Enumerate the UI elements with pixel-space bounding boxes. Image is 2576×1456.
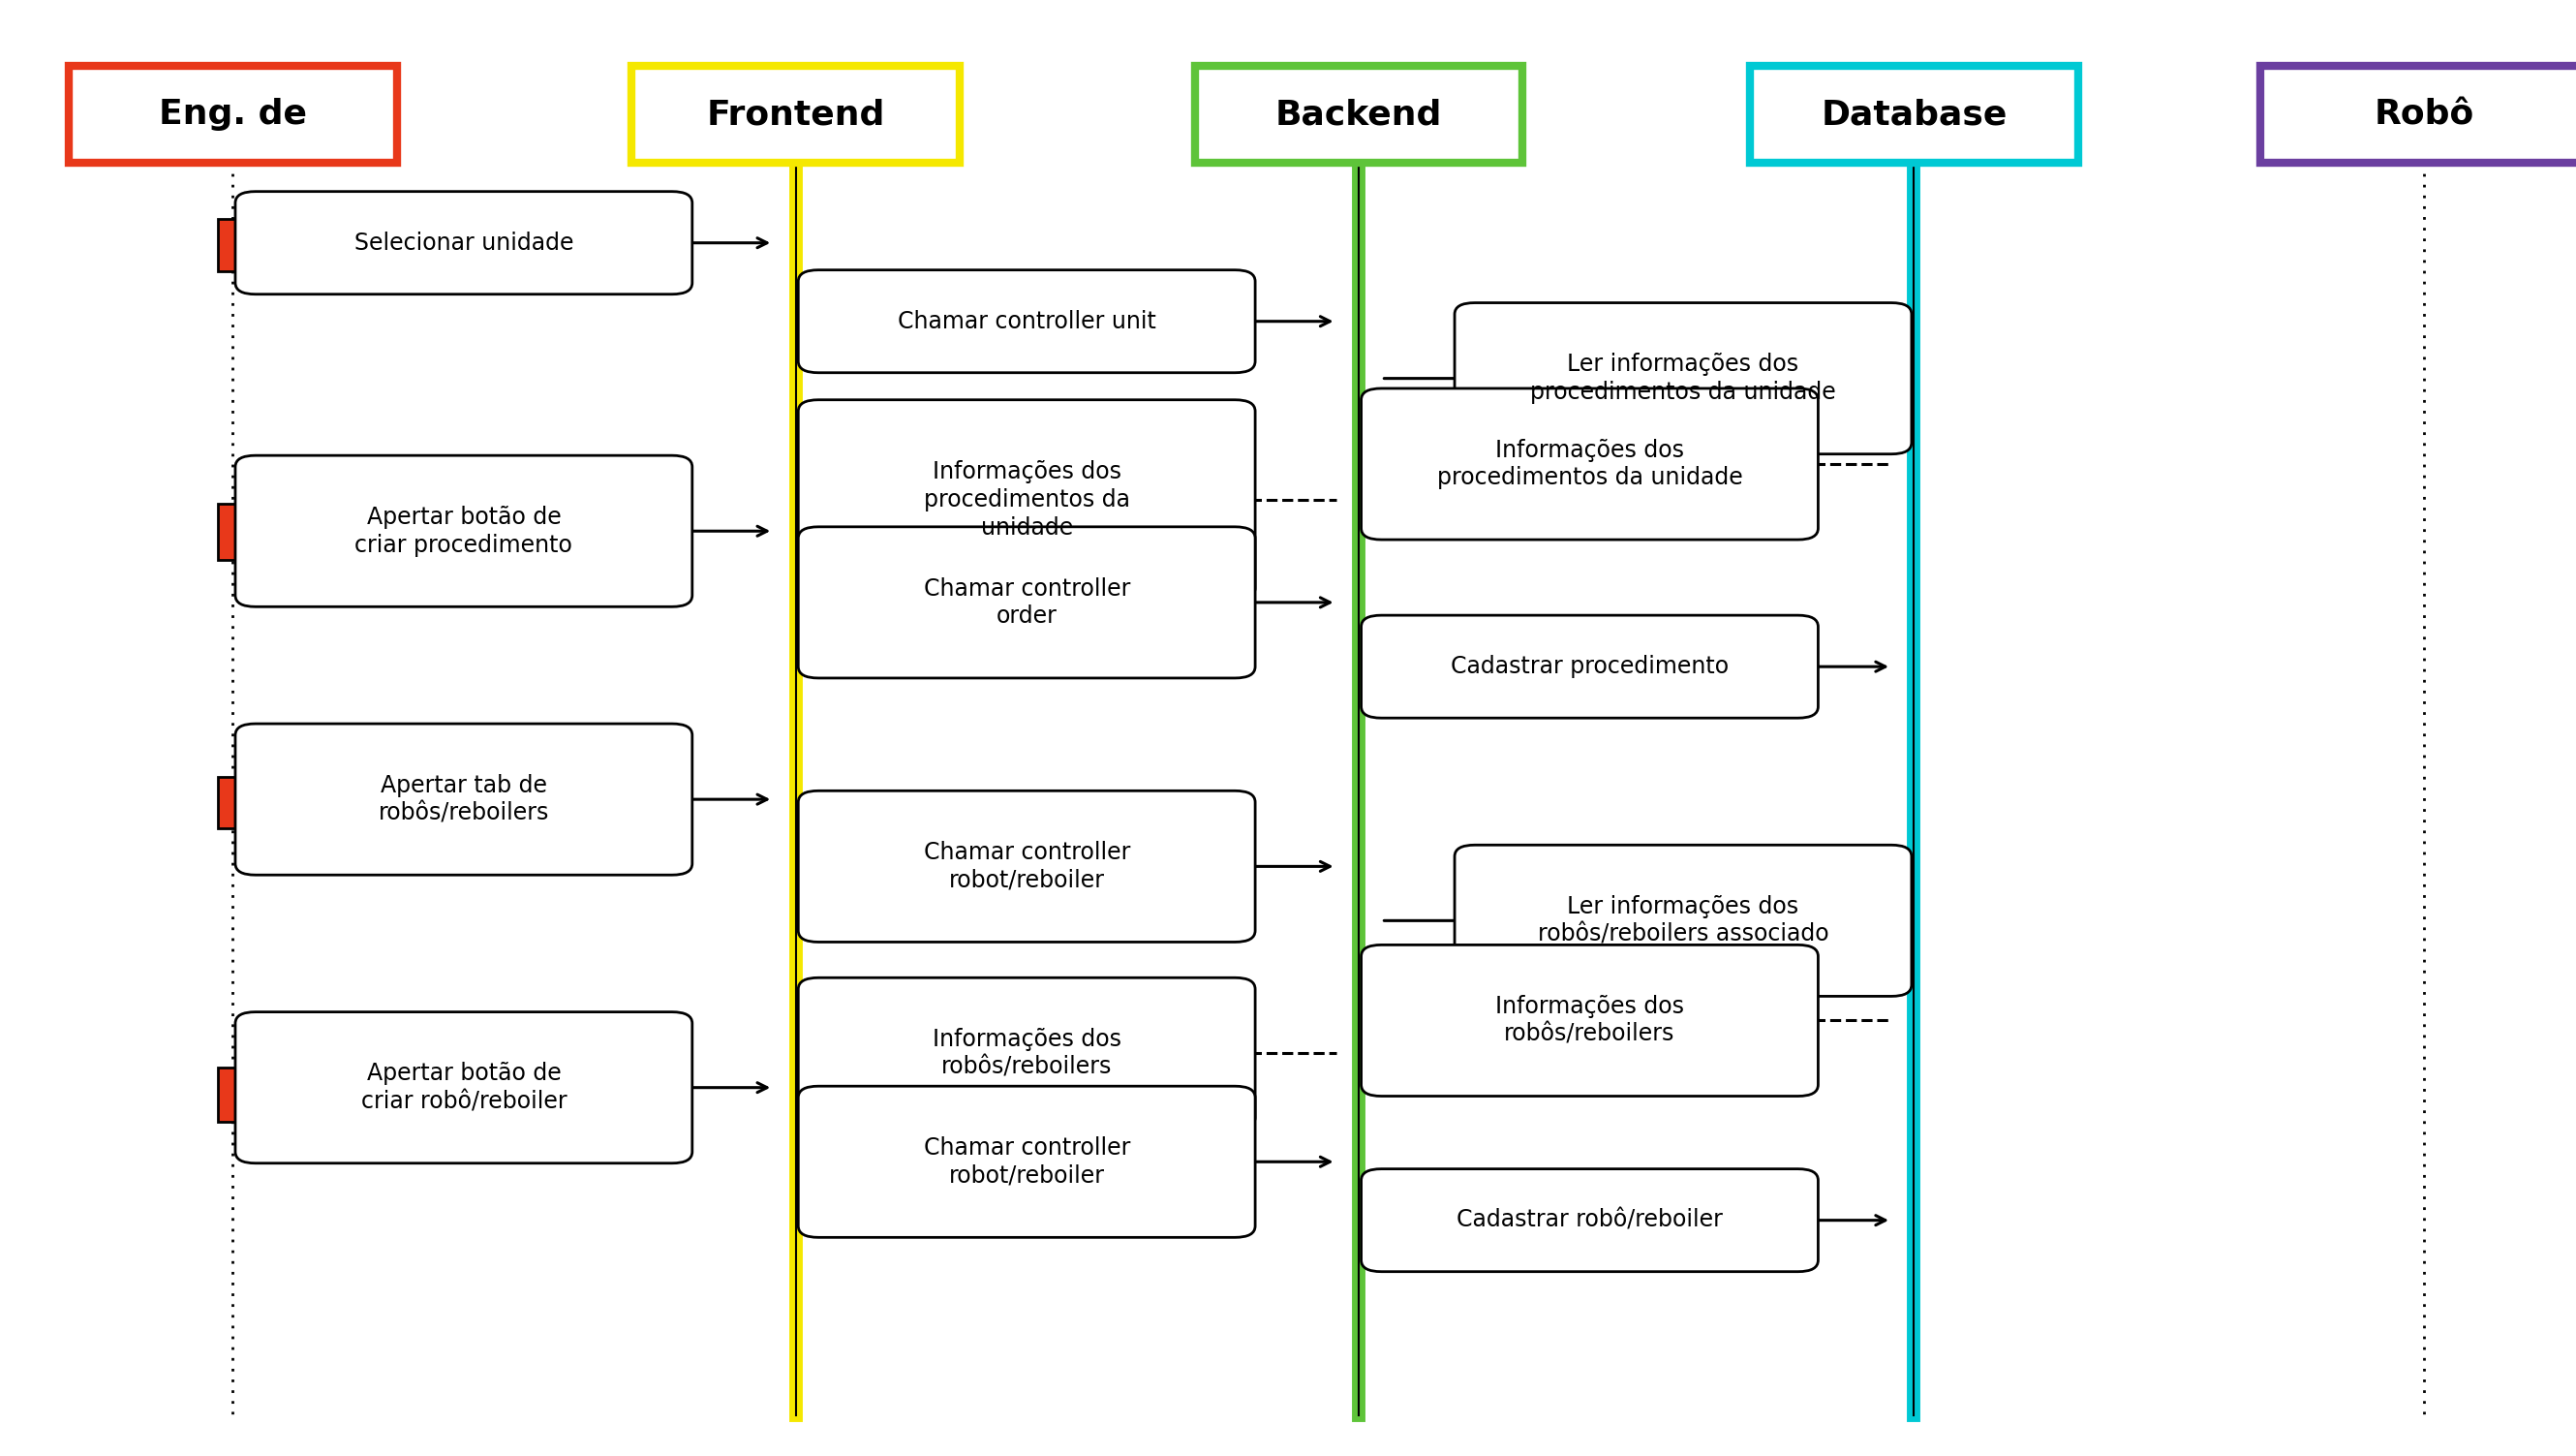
FancyBboxPatch shape <box>1749 66 2079 163</box>
Text: Apertar tab de
robôs/reboilers: Apertar tab de robôs/reboilers <box>379 773 549 826</box>
FancyBboxPatch shape <box>799 269 1255 373</box>
Text: Database: Database <box>1821 98 2007 131</box>
Text: Apertar botão de
criar procedimento: Apertar botão de criar procedimento <box>355 505 572 556</box>
FancyBboxPatch shape <box>799 1086 1255 1238</box>
Text: Informações dos
robôs/reboilers: Informações dos robôs/reboilers <box>1494 994 1685 1045</box>
Text: Robô: Robô <box>2375 98 2473 131</box>
FancyBboxPatch shape <box>799 400 1255 600</box>
FancyBboxPatch shape <box>1360 945 1819 1096</box>
FancyBboxPatch shape <box>234 1012 693 1163</box>
Text: Informações dos
robôs/reboilers: Informações dos robôs/reboilers <box>933 1028 1121 1079</box>
Text: Chamar controller unit: Chamar controller unit <box>896 310 1157 333</box>
FancyBboxPatch shape <box>234 724 693 875</box>
Text: Chamar controller
robot/reboiler: Chamar controller robot/reboiler <box>922 842 1131 893</box>
FancyBboxPatch shape <box>1455 303 1911 454</box>
Text: Informações dos
procedimentos da
unidade: Informações dos procedimentos da unidade <box>925 460 1131 539</box>
Text: Cadastrar robô/reboiler: Cadastrar robô/reboiler <box>1455 1208 1723 1232</box>
Text: Informações dos
procedimentos da unidade: Informações dos procedimentos da unidade <box>1437 438 1741 489</box>
FancyBboxPatch shape <box>216 1067 247 1121</box>
Text: Selecionar unidade: Selecionar unidade <box>353 232 574 255</box>
FancyBboxPatch shape <box>799 978 1255 1128</box>
FancyBboxPatch shape <box>1360 389 1819 540</box>
Text: Chamar controller
order: Chamar controller order <box>922 577 1131 628</box>
Text: Apertar botão de
criar robô/reboiler: Apertar botão de criar robô/reboiler <box>361 1061 567 1114</box>
FancyBboxPatch shape <box>2259 66 2576 163</box>
FancyBboxPatch shape <box>1360 616 1819 718</box>
FancyBboxPatch shape <box>799 791 1255 942</box>
Text: Ler informações dos
procedimentos da unidade: Ler informações dos procedimentos da uni… <box>1530 352 1837 403</box>
FancyBboxPatch shape <box>799 527 1255 678</box>
FancyBboxPatch shape <box>216 504 247 559</box>
Text: Ler informações dos
robôs/reboilers associado: Ler informações dos robôs/reboilers asso… <box>1538 895 1829 946</box>
FancyBboxPatch shape <box>631 66 961 163</box>
Text: Eng. de: Eng. de <box>160 98 307 131</box>
Text: Backend: Backend <box>1275 98 1443 131</box>
FancyBboxPatch shape <box>1195 66 1522 163</box>
FancyBboxPatch shape <box>234 192 693 294</box>
FancyBboxPatch shape <box>216 218 247 271</box>
FancyBboxPatch shape <box>1455 844 1911 996</box>
FancyBboxPatch shape <box>1360 1169 1819 1271</box>
FancyBboxPatch shape <box>70 66 397 163</box>
Text: Cadastrar procedimento: Cadastrar procedimento <box>1450 655 1728 678</box>
FancyBboxPatch shape <box>234 456 693 607</box>
Text: Frontend: Frontend <box>706 98 886 131</box>
FancyBboxPatch shape <box>216 776 247 828</box>
Text: Chamar controller
robot/reboiler: Chamar controller robot/reboiler <box>922 1136 1131 1187</box>
